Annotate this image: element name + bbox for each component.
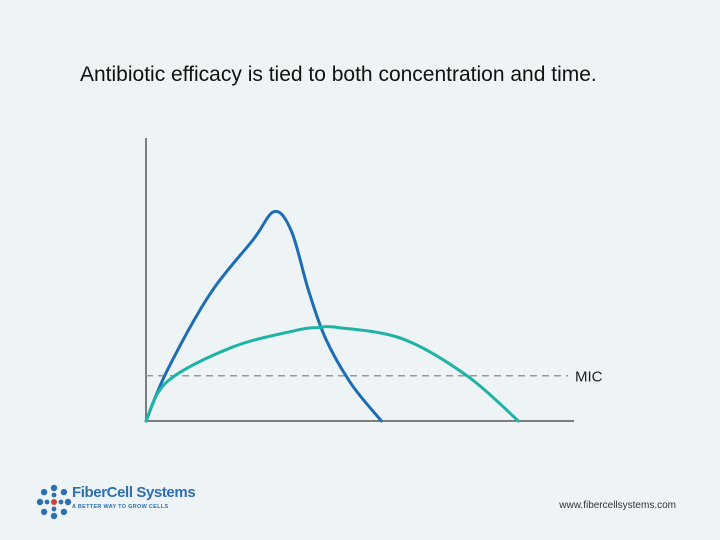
series-line-2	[144, 325, 520, 423]
logo-wordmark: FiberCell Systems	[72, 484, 196, 501]
mic-label: MIC	[575, 369, 603, 386]
logo-tagline: A BETTER WAY TO GROW CELLS	[72, 504, 169, 510]
series-line-1	[144, 209, 383, 423]
slide-title: Antibiotic efficacy is tied to both conc…	[80, 63, 597, 86]
fibercell-logo: FiberCell Systems A BETTER WAY TO GROW C…	[36, 482, 236, 522]
flower-dots-icon	[36, 484, 72, 520]
website-url: www.fibercellsystems.com	[559, 500, 676, 511]
